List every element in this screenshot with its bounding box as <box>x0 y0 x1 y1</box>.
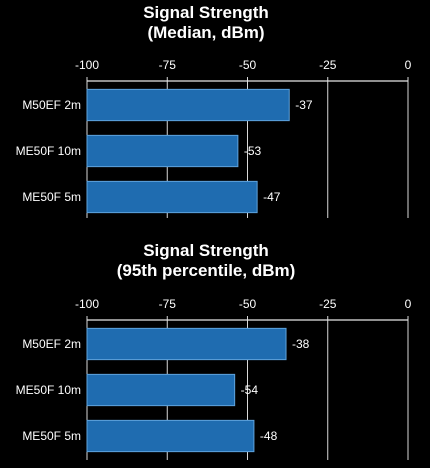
x-tick-label: 0 <box>405 297 412 311</box>
x-tick-label: -25 <box>319 58 337 72</box>
plot-area: -100 -75 -50 -25 0 M50EF 2m -37 ME50F 10m -53 ME5… <box>16 58 412 218</box>
data-label: -38 <box>292 337 310 351</box>
chart-title: Signal Strength <box>143 241 269 260</box>
chart-title: Signal Strength <box>143 3 269 22</box>
data-label: -54 <box>241 383 259 397</box>
category-label: ME50F 5m <box>22 190 81 204</box>
category-label: ME50F 10m <box>16 144 81 158</box>
x-tick-label: -100 <box>75 297 99 311</box>
bar <box>86 88 290 122</box>
x-tick-label: -75 <box>159 297 177 311</box>
data-label: -47 <box>263 190 281 204</box>
chart-subtitle: (Median, dBm) <box>147 23 264 42</box>
x-tick-label: -100 <box>75 58 99 72</box>
chart-median: Signal Strength (Median, dBm) -100 -75 -50… <box>16 3 412 218</box>
chart-subtitle: (95th percentile, dBm) <box>117 261 296 280</box>
category-label: M50EF 2m <box>22 337 81 351</box>
chart-95th-percentile: Signal Strength (95th percentile, dBm) -… <box>16 241 412 460</box>
category-label: ME50F 5m <box>22 429 81 443</box>
plot-area: -100 -75 -50 -25 0 M50EF 2m -38 ME50F 10m -54 ME5… <box>16 297 412 460</box>
bar <box>86 419 255 453</box>
category-label: M50EF 2m <box>22 98 81 112</box>
data-label: -53 <box>244 144 262 158</box>
category-label: ME50F 10m <box>16 383 81 397</box>
x-tick-label: -75 <box>159 58 177 72</box>
x-tick-label: -50 <box>239 58 257 72</box>
data-label: -48 <box>260 429 278 443</box>
bar <box>86 180 258 214</box>
bar <box>86 327 287 361</box>
x-tick-label: -25 <box>319 297 337 311</box>
data-label: -37 <box>295 98 313 112</box>
x-tick-label: 0 <box>405 58 412 72</box>
bar <box>86 373 236 407</box>
x-tick-label: -50 <box>239 297 257 311</box>
bar <box>86 134 239 168</box>
